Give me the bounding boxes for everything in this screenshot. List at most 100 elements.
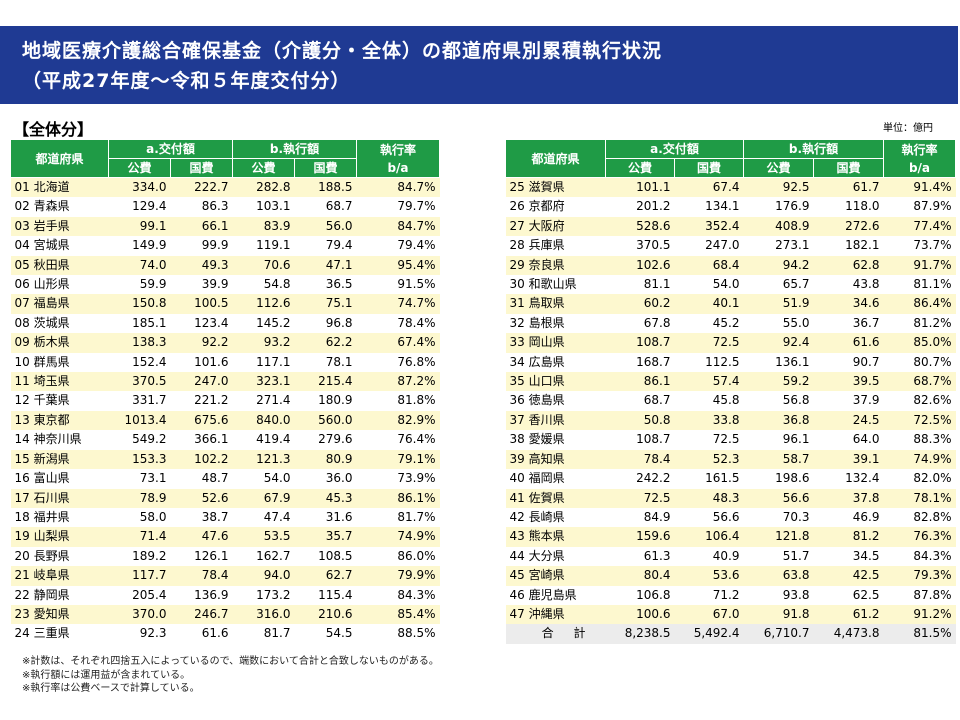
- executed-public-cell: 117.1: [232, 352, 295, 373]
- col-header-rate: 執行率 b/a: [356, 139, 440, 178]
- grant-national-cell: 71.2: [674, 585, 744, 605]
- prefecture-cell: 33 岡山県: [505, 333, 606, 353]
- executed-national-cell: 35.7: [294, 527, 357, 547]
- executed-national-cell: 182.1: [813, 236, 884, 256]
- table-row: 29 奈良県 102.6 68.4 94.2 62.8 91.7%: [505, 255, 956, 276]
- executed-public-cell: 271.4: [232, 391, 295, 411]
- grant-national-cell: 48.7: [170, 469, 233, 489]
- executed-public-cell: 55.0: [743, 313, 814, 334]
- executed-public-cell: 36.8: [743, 410, 814, 431]
- executed-public-cell: 119.1: [232, 236, 295, 256]
- executed-public-cell: 162.7: [232, 546, 295, 567]
- executed-national-cell: 81.2: [813, 527, 884, 547]
- prefecture-cell: 45 宮崎県: [505, 566, 606, 586]
- rate-cell: 86.1%: [356, 488, 440, 508]
- executed-public-cell: 94.0: [232, 566, 295, 586]
- rate-cell: 91.5%: [356, 275, 440, 295]
- prefecture-cell: 23 愛知県: [10, 604, 109, 625]
- grant-public-cell: 159.6: [605, 527, 675, 547]
- rate-cell: 73.7%: [883, 236, 956, 256]
- prefecture-cell: 08 茨城県: [10, 313, 109, 334]
- grant-national-cell: 49.3: [170, 255, 233, 276]
- executed-national-cell: 62.8: [813, 255, 884, 276]
- grant-national-cell: 675.6: [170, 410, 233, 431]
- grant-national-cell: 54.0: [674, 275, 744, 295]
- table-row: 23 愛知県 370.0 246.7 316.0 210.6 85.4%: [10, 604, 440, 625]
- col-header-executed-national: 国費: [813, 158, 884, 178]
- executed-national-cell: 132.4: [813, 469, 884, 489]
- executed-public-cell: 59.2: [743, 372, 814, 392]
- grant-national-cell: 56.6: [674, 507, 744, 528]
- grant-public-cell: 149.9: [108, 236, 171, 256]
- executed-national-cell: 560.0: [294, 410, 357, 431]
- grant-public-cell: 370.0: [108, 604, 171, 625]
- grant-public-cell: 102.6: [605, 255, 675, 276]
- grant-public-cell: 108.7: [605, 333, 675, 353]
- grant-public-cell: 71.4: [108, 527, 171, 547]
- executed-public-cell: 56.8: [743, 391, 814, 411]
- rate-cell: 91.2%: [883, 604, 956, 625]
- executed-national-cell: 64.0: [813, 430, 884, 450]
- rate-cell: 87.2%: [356, 372, 440, 392]
- table-row: 47 沖縄県 100.6 67.0 91.8 61.2 91.2%: [505, 604, 956, 625]
- table-row: 42 長崎県 84.9 56.6 70.3 46.9 82.8%: [505, 507, 956, 528]
- executed-national-cell: 24.5: [813, 410, 884, 431]
- executed-public-cell: 173.2: [232, 585, 295, 605]
- grant-national-cell: 33.8: [674, 410, 744, 431]
- executed-national-cell: 108.5: [294, 546, 357, 567]
- executed-national-cell: 31.6: [294, 507, 357, 528]
- grant-public-cell: 331.7: [108, 391, 171, 411]
- grant-national-cell: 112.5: [674, 352, 744, 373]
- executed-national-cell: 215.4: [294, 372, 357, 392]
- prefecture-cell: 02 青森県: [10, 197, 109, 217]
- executed-national-cell: 34.5: [813, 546, 884, 567]
- grant-national-cell: 38.7: [170, 507, 233, 528]
- prefecture-cell: 11 埼玉県: [10, 372, 109, 392]
- grant-public-cell: 334.0: [108, 177, 171, 198]
- rate-cell: 79.9%: [356, 566, 440, 586]
- executed-public-cell: 70.6: [232, 255, 295, 276]
- grant-national-cell: 45.8: [674, 391, 744, 411]
- table-row: 30 和歌山県 81.1 54.0 65.7 43.8 81.1%: [505, 275, 956, 295]
- grant-national-cell: 66.1: [170, 216, 233, 237]
- rate-cell: 84.7%: [356, 177, 440, 198]
- section-label: 【全体分】: [13, 120, 94, 139]
- grant-public-cell: 92.3: [108, 624, 171, 644]
- executed-national-cell: 56.0: [294, 216, 357, 237]
- table-row: 10 群馬県 152.4 101.6 117.1 78.1 76.8%: [10, 352, 440, 373]
- prefecture-cell: 42 長崎県: [505, 507, 606, 528]
- table-row: 34 広島県 168.7 112.5 136.1 90.7 80.7%: [505, 352, 956, 373]
- table-row: 02 青森県 129.4 86.3 103.1 68.7 79.7%: [10, 197, 440, 217]
- col-header-grant-public: 公費: [108, 158, 171, 178]
- rate-cell: 81.7%: [356, 507, 440, 528]
- table-row: 36 徳島県 68.7 45.8 56.8 37.9 82.6%: [505, 391, 956, 411]
- rate-cell: 85.4%: [356, 604, 440, 625]
- table-row: 14 神奈川県 549.2 366.1 419.4 279.6 76.4%: [10, 430, 440, 450]
- grant-public-cell: 73.1: [108, 469, 171, 489]
- rate-cell: 79.7%: [356, 197, 440, 217]
- prefecture-cell: 15 新潟県: [10, 449, 109, 470]
- executed-public-cell: 81.7: [232, 624, 295, 644]
- executed-public-cell: 103.1: [232, 197, 295, 217]
- prefecture-cell: 25 滋賀県: [505, 177, 606, 198]
- executed-public-cell: 67.9: [232, 488, 295, 508]
- table-row: 08 茨城県 185.1 123.4 145.2 96.8 78.4%: [10, 313, 440, 334]
- grant-public-cell: 61.3: [605, 546, 675, 567]
- page-subtitle: （平成27年度～令和５年度交付分）: [22, 70, 351, 92]
- prefecture-table-right: 都道府県 a.交付額 b.執行額 執行率 b/a 公費 国費 公費 国費 25 …: [505, 139, 956, 644]
- col-header-executed: b.執行額: [743, 139, 884, 159]
- executed-public-cell: 93.8: [743, 585, 814, 605]
- prefecture-cell: 09 栃木県: [10, 333, 109, 353]
- grant-public-cell: 528.6: [605, 216, 675, 237]
- executed-national-cell: 43.8: [813, 275, 884, 295]
- col-header-grant-national: 国費: [170, 158, 233, 178]
- table-row: 31 鳥取県 60.2 40.1 51.9 34.6 86.4%: [505, 294, 956, 314]
- rate-cell: 91.7%: [883, 255, 956, 276]
- prefecture-cell: 30 和歌山県: [505, 275, 606, 295]
- table-body-left: 01 北海道 334.0 222.7 282.8 188.5 84.7% 02 青森県 129…: [10, 177, 440, 644]
- total-executed-national-cell: 4,473.8: [813, 624, 884, 644]
- prefecture-cell: 22 静岡県: [10, 585, 109, 605]
- table-row-total: 合 計 8,238.5 5,492.4 6,710.7 4,473.8 81.5%: [505, 624, 956, 644]
- executed-national-cell: 34.6: [813, 294, 884, 314]
- grant-national-cell: 47.6: [170, 527, 233, 547]
